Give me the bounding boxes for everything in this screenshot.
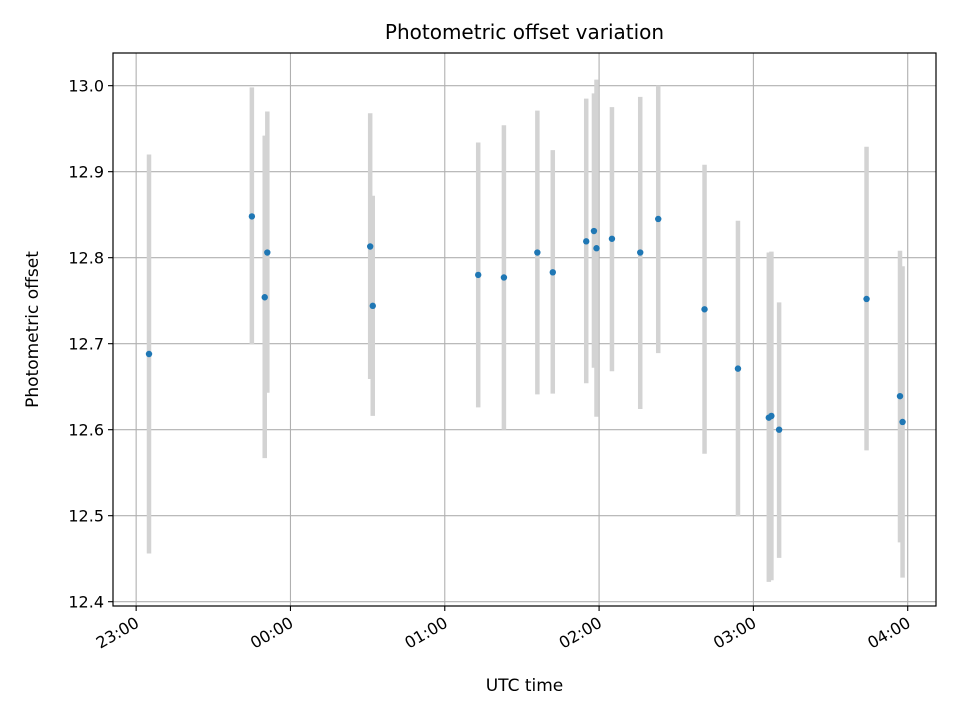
- data-point: [896, 392, 904, 400]
- data-point: [701, 306, 708, 313]
- data-point: [369, 302, 376, 310]
- y-axis-ticks: 12.4 12.5 12.6 12.7 12.8 12.9 13.0: [68, 77, 113, 612]
- data-point: [366, 243, 374, 250]
- y-tick-label: 12.6: [68, 421, 104, 440]
- data-points: [145, 213, 906, 433]
- data-point: [734, 365, 742, 372]
- data-point: [549, 269, 556, 276]
- y-tick-label: 12.4: [68, 593, 104, 612]
- y-tick-label: 13.0: [68, 77, 104, 96]
- data-point: [500, 274, 508, 281]
- x-axis-label: UTC time: [486, 676, 564, 696]
- y-tick-label: 12.7: [68, 335, 104, 354]
- data-point: [899, 418, 906, 426]
- data-point: [863, 295, 870, 303]
- data-point: [145, 350, 153, 358]
- y-axis-label: Photometric offset: [23, 251, 43, 408]
- plot-area-frame: [112, 52, 937, 607]
- data-point: [590, 227, 598, 235]
- data-point: [475, 271, 482, 279]
- data-point: [583, 238, 590, 245]
- data-point: [637, 249, 644, 256]
- y-tick-label: 12.8: [68, 249, 104, 268]
- chart-title: Photometric offset variation: [385, 20, 664, 44]
- grid-lines: [113, 53, 936, 606]
- data-point: [264, 249, 271, 256]
- data-point: [768, 412, 775, 420]
- data-point: [248, 213, 256, 220]
- data-point: [655, 215, 662, 223]
- data-point: [534, 249, 541, 256]
- data-point: [775, 426, 783, 433]
- data-point: [593, 245, 600, 252]
- data-point: [608, 235, 616, 242]
- y-tick-label: 12.9: [68, 163, 104, 182]
- y-tick-label: 12.5: [68, 507, 104, 526]
- data-point: [261, 294, 268, 301]
